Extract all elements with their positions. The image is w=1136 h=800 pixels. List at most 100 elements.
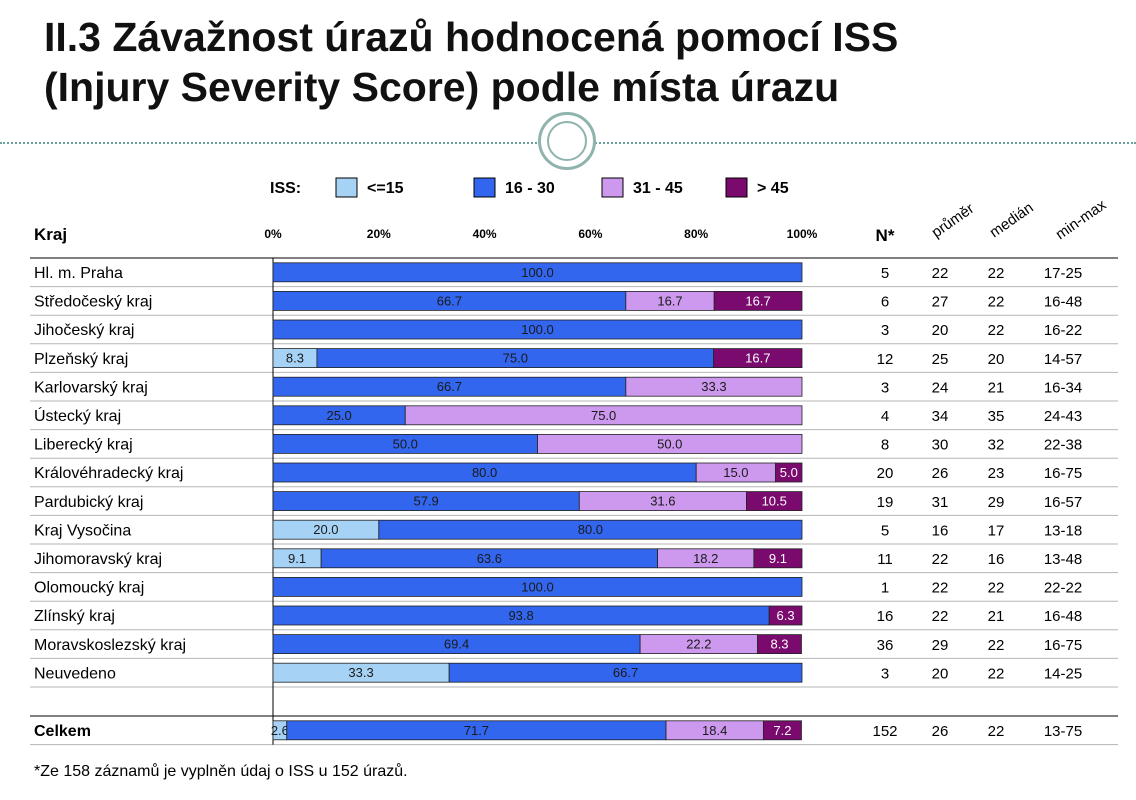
category-label: Zlínský kraj [34,608,115,625]
data-label: 31.6 [650,494,675,509]
data-label: 22.2 [686,637,711,652]
cell-mean: 26 [932,465,949,482]
data-label: 16.7 [745,351,770,366]
data-label: 66.7 [613,665,638,680]
data-label: 50.0 [393,436,418,451]
footnote: *Ze 158 záznamů je vyplněn údaj o ISS u … [34,763,408,780]
table-header-3: min-max [1053,196,1110,243]
category-label: Hl. m. Praha [34,265,123,282]
category-label: Jihomoravský kraj [34,551,162,568]
cell-median: 23 [988,465,1005,482]
data-label: 10.5 [762,494,787,509]
cell-range: 16-34 [1044,379,1082,396]
legend-label-0: <=15 [367,180,404,197]
category-label: Jihočeský kraj [34,322,134,339]
cell-range: 16-48 [1044,294,1082,311]
legend-swatch-2 [601,177,624,198]
data-label: 9.1 [288,551,306,566]
bar-segment-3 [746,491,803,512]
x-tick-label: 20% [367,227,391,241]
data-label: 8.3 [770,637,788,652]
cell-median: 29 [988,494,1005,511]
cell-range: 16-22 [1044,322,1082,339]
data-label: 16.7 [745,293,770,308]
cell-median: 22 [988,294,1005,311]
table-header-1: průměr [929,200,978,241]
slide-title: II.3 Závažnost úrazů hodnocená pomocí IS… [44,12,898,112]
cell-n: 6 [881,294,889,311]
cell-median: 22 [988,665,1005,682]
legend-label-2: 31 - 45 [633,180,683,197]
data-label: 75.0 [591,408,616,423]
cell-n: 19 [877,494,894,511]
cell-median: 17 [988,522,1005,539]
data-label: 80.0 [578,522,603,537]
data-label: 33.3 [701,379,726,394]
cell-mean: 22 [932,551,949,568]
cell-range: 16-48 [1044,608,1082,625]
data-label: 100.0 [521,322,554,337]
cell-median: 21 [988,379,1005,396]
data-label: 71.7 [464,723,489,738]
iss-stacked-bar-chart: ISS: <=15 16 - 30 31 - 45 > 45 Kraj 0% 20% 40% 60… [30,177,1118,746]
total-label: Celkem [34,723,91,740]
bar-segment-1 [378,519,803,540]
x-tick-label: 80% [684,227,708,241]
cell-median: 22 [988,637,1005,654]
bar-segment-3 [753,548,803,569]
cell-mean: 22 [932,608,949,625]
category-label: Královéhradecký kraj [34,465,183,482]
bar-segment-3 [768,605,803,626]
cell-range: 22-38 [1044,437,1082,454]
bar-segment-1 [272,319,803,340]
x-tick-label: 60% [578,227,602,241]
cell-mean: 29 [932,637,949,654]
cell-n: 8 [881,437,889,454]
data-label: 75.0 [503,351,528,366]
cell-n: 1 [881,580,889,597]
cell-median: 20 [988,351,1005,368]
cell-n: 5 [881,265,889,282]
cell-mean: 22 [932,265,949,282]
cell-median: 22 [988,580,1005,597]
data-label: 18.4 [702,723,727,738]
cell-mean: 25 [932,351,949,368]
bar-segment-1 [448,662,803,683]
bar-segment-3 [762,720,802,741]
cell-range: 22-22 [1044,580,1082,597]
cell-n: 152 [872,723,897,740]
cell-mean: 34 [932,408,949,425]
cell-range: 24-43 [1044,408,1082,425]
category-label: Kraj Vysočina [34,522,131,539]
data-label: 100.0 [521,265,554,280]
bar-segment-3 [775,462,803,483]
cell-n: 3 [881,665,889,682]
cell-mean: 31 [932,494,949,511]
data-label: 6.3 [777,608,795,623]
data-label: 80.0 [472,465,497,480]
cell-n: 12 [877,351,894,368]
table-header-2: medián [987,199,1037,241]
cell-mean: 22 [932,580,949,597]
x-tick-label: 40% [473,227,497,241]
x-tick-label: 0% [264,227,282,241]
legend-label-1: 16 - 30 [505,180,555,197]
cell-median: 22 [988,322,1005,339]
cell-n: 20 [877,465,894,482]
data-label: 66.7 [437,293,462,308]
data-label: 69.4 [444,637,469,652]
category-label: Středočeský kraj [34,294,152,311]
legend-title: ISS: [270,180,301,197]
bar-segment-1 [272,576,803,597]
data-label: 63.6 [477,551,502,566]
cell-n: 3 [881,322,889,339]
data-label: 57.9 [413,494,438,509]
category-label: Olomoucký kraj [34,580,144,597]
bar-segment-2 [404,405,803,426]
bar-segment-3 [757,634,802,655]
cell-n: 16 [877,608,894,625]
cell-range: 17-25 [1044,265,1082,282]
cell-median: 35 [988,408,1005,425]
cell-range: 13-48 [1044,551,1082,568]
cell-range: 13-75 [1044,723,1082,740]
